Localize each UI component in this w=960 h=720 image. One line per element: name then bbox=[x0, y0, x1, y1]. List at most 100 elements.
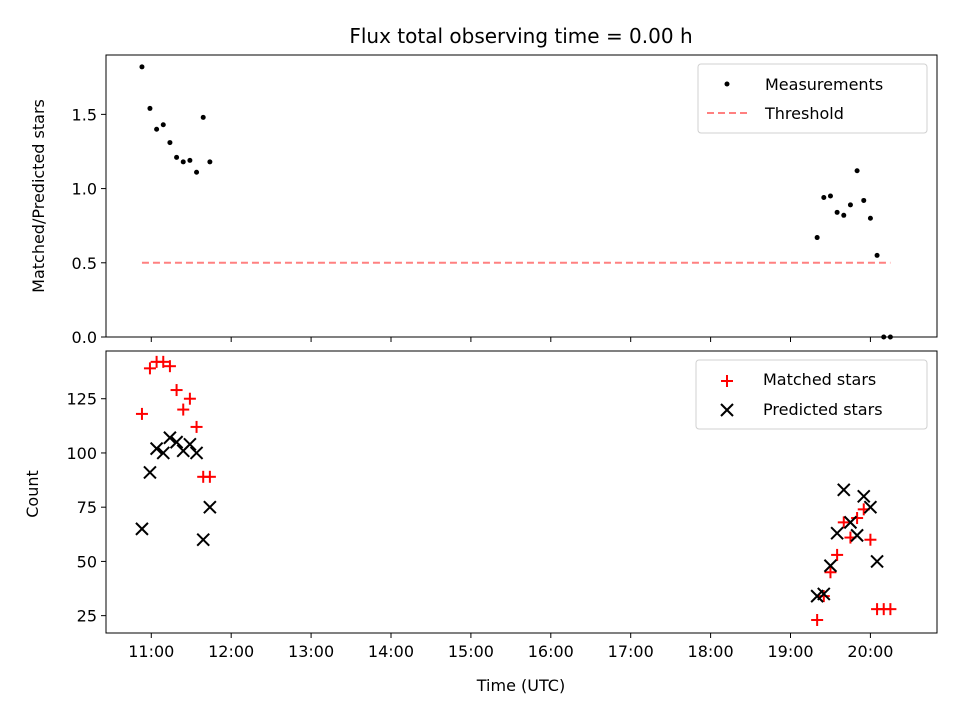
measurements-point bbox=[821, 194, 827, 200]
predicted-stars-point bbox=[156, 446, 170, 460]
measurements-point bbox=[861, 197, 867, 203]
top-legend-box bbox=[697, 63, 928, 134]
matched-stars-point bbox=[163, 360, 176, 373]
matched-stars-point bbox=[190, 420, 203, 433]
measurements-point bbox=[841, 212, 847, 218]
legend-marker-measurements bbox=[724, 81, 730, 87]
measurements-point bbox=[814, 235, 820, 241]
legend-label-matched-stars: Matched stars bbox=[763, 370, 876, 389]
predicted-stars-point bbox=[203, 500, 217, 514]
x-axis-label: Time (UTC) bbox=[476, 676, 565, 695]
top-y-tick-label: 1.0 bbox=[72, 180, 97, 199]
predicted-stars-point bbox=[843, 515, 858, 530]
bottom-x-tick-label: 14:00 bbox=[368, 642, 414, 661]
bottom-x-ticks: 11:00 12:00 13:00 14:00 15:00 16:00 17:00 18:00… bbox=[128, 633, 893, 661]
predicted-stars-point bbox=[169, 435, 184, 449]
bottom-x-tick-label: 15:00 bbox=[448, 642, 494, 661]
measurements-point bbox=[194, 169, 200, 175]
measurements-point bbox=[187, 157, 193, 163]
bottom-x-tick-label: 11:00 bbox=[128, 642, 174, 661]
predicted-stars-point bbox=[850, 528, 864, 543]
top-legend: Measurements Threshold bbox=[697, 63, 928, 134]
bottom-x-tick-label: 12:00 bbox=[208, 642, 254, 661]
top-y-tick-label: 1.5 bbox=[72, 105, 97, 124]
predicted-stars-point bbox=[196, 533, 210, 547]
matched-stars-point bbox=[884, 603, 897, 616]
matched-stars-point bbox=[183, 392, 196, 405]
legend-marker-predicted-stars bbox=[720, 403, 734, 417]
measurements-point bbox=[834, 209, 840, 215]
predicted-stars-point bbox=[837, 483, 851, 497]
top-plot-marks bbox=[139, 64, 893, 340]
top-y-axis-label: Matched/Predicted stars bbox=[29, 99, 48, 293]
predicted-stars-point bbox=[857, 489, 871, 504]
matched-stars-point bbox=[864, 533, 877, 546]
bottom-legend: Matched stars Predicted stars bbox=[695, 359, 928, 430]
measurements-point bbox=[827, 193, 833, 199]
top-y-tick-label: 0.0 bbox=[72, 328, 97, 347]
matched-stars-point bbox=[177, 403, 190, 416]
matched-stars-point bbox=[135, 407, 148, 420]
chart-title: Flux total observing time = 0.00 h bbox=[349, 24, 692, 48]
top-y-tick-label: 0.5 bbox=[72, 254, 97, 273]
matched-stars-point bbox=[157, 355, 170, 368]
measurements-point bbox=[147, 105, 153, 111]
bottom-y-ticks: 25 50 75 100 125 bbox=[66, 390, 106, 626]
bottom-y-axis-label: Count bbox=[23, 470, 42, 518]
top-y-ticks: 0.0 0.5 1.0 1.5 bbox=[72, 105, 106, 347]
measurements-point bbox=[847, 202, 853, 208]
matched-stars-point bbox=[811, 613, 824, 626]
matched-stars-point bbox=[837, 516, 850, 529]
bottom-x-tick-label: 19:00 bbox=[767, 642, 813, 661]
predicted-stars-point bbox=[823, 559, 838, 573]
measurements-point bbox=[881, 334, 887, 340]
measurements-point bbox=[180, 159, 186, 165]
measurements-point bbox=[867, 215, 873, 221]
predicted-stars-point bbox=[143, 465, 157, 480]
matched-stars-point bbox=[817, 590, 830, 603]
matched-stars-point bbox=[851, 512, 864, 525]
measurements-point bbox=[160, 122, 166, 128]
predicted-stars-point bbox=[189, 446, 204, 460]
predicted-stars-point bbox=[135, 522, 149, 536]
top-panel: 0.0 0.5 1.0 1.5 Matched/Predicted stars Mea… bbox=[29, 54, 938, 347]
bottom-y-tick-label: 100 bbox=[66, 444, 97, 463]
measurements-point bbox=[174, 154, 180, 160]
legend-label-threshold: Threshold bbox=[764, 104, 844, 123]
measurements-point bbox=[200, 114, 206, 120]
measurements-point bbox=[139, 64, 145, 70]
top-x-ticks bbox=[150, 337, 871, 342]
bottom-x-tick-label: 18:00 bbox=[688, 642, 734, 661]
predicted-stars-point bbox=[830, 526, 844, 540]
bottom-x-tick-label: 17:00 bbox=[608, 642, 654, 661]
predicted-stars-point bbox=[870, 554, 884, 569]
top-plot-frame bbox=[105, 54, 938, 338]
measurements-point bbox=[874, 252, 880, 258]
legend-marker-matched-stars bbox=[721, 375, 733, 387]
measurements-point bbox=[207, 159, 213, 165]
bottom-y-tick-label: 50 bbox=[77, 552, 97, 571]
measurements-point bbox=[854, 168, 860, 174]
measurements-point bbox=[887, 334, 893, 340]
predicted-stars-point bbox=[863, 500, 878, 514]
predicted-stars-point bbox=[149, 441, 164, 456]
bottom-legend-box bbox=[695, 359, 928, 430]
legend-label-predicted-stars: Predicted stars bbox=[763, 400, 883, 419]
measurements-point bbox=[167, 140, 173, 146]
legend-label-measurements: Measurements bbox=[765, 75, 883, 94]
matched-stars-point bbox=[831, 548, 844, 561]
matched-stars-point bbox=[203, 470, 216, 483]
matched-stars-point bbox=[170, 384, 183, 397]
measurements-point bbox=[154, 126, 160, 132]
bottom-plot-marks bbox=[135, 355, 897, 626]
bottom-plot-frame bbox=[105, 350, 938, 634]
bottom-x-tick-label: 16:00 bbox=[528, 642, 574, 661]
predicted-stars-point bbox=[817, 587, 831, 601]
bottom-y-tick-label: 75 bbox=[77, 498, 97, 517]
matched-stars-point bbox=[824, 566, 837, 579]
bottom-y-tick-label: 125 bbox=[66, 390, 97, 409]
bottom-panel: 25 50 75 100 125 11:00 12:00 13:00 14:00 15:00 16… bbox=[23, 350, 938, 695]
bottom-y-tick-label: 25 bbox=[77, 607, 97, 626]
predicted-stars-point bbox=[163, 431, 177, 445]
